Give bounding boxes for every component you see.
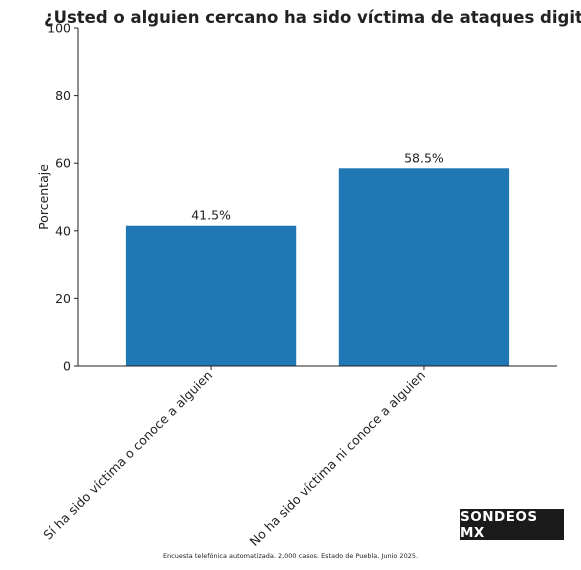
x-category-label: Sí ha sido víctima o conoce a alguien bbox=[40, 368, 215, 543]
y-axis-ticks: 0 20 40 60 80 100 bbox=[47, 21, 78, 374]
y-tick-label: 40 bbox=[55, 223, 71, 238]
data-label: 41.5% bbox=[191, 208, 231, 223]
bars: 41.5% 58.5% bbox=[125, 150, 510, 366]
footnote: Encuesta telefónica automatizada. 2,000 … bbox=[162, 552, 419, 560]
category-labels: Sí ha sido víctima o conoce a alguien No … bbox=[40, 366, 428, 549]
brand-badge: SONDEOS MX bbox=[460, 509, 564, 541]
x-category-label: No ha sido víctima ni conoce a alguien bbox=[247, 368, 429, 550]
data-label: 58.5% bbox=[404, 150, 444, 165]
y-tick-label: 100 bbox=[47, 21, 71, 36]
bar bbox=[125, 225, 297, 366]
y-tick-label: 20 bbox=[55, 291, 71, 306]
y-tick-label: 60 bbox=[55, 156, 71, 171]
y-axis-label: Porcentaje bbox=[36, 164, 51, 230]
bar bbox=[338, 168, 510, 366]
y-tick-label: 0 bbox=[63, 359, 71, 374]
y-tick-label: 80 bbox=[55, 88, 71, 103]
chart-title: ¿Usted o alguien cercano ha sido víctima… bbox=[44, 8, 581, 27]
